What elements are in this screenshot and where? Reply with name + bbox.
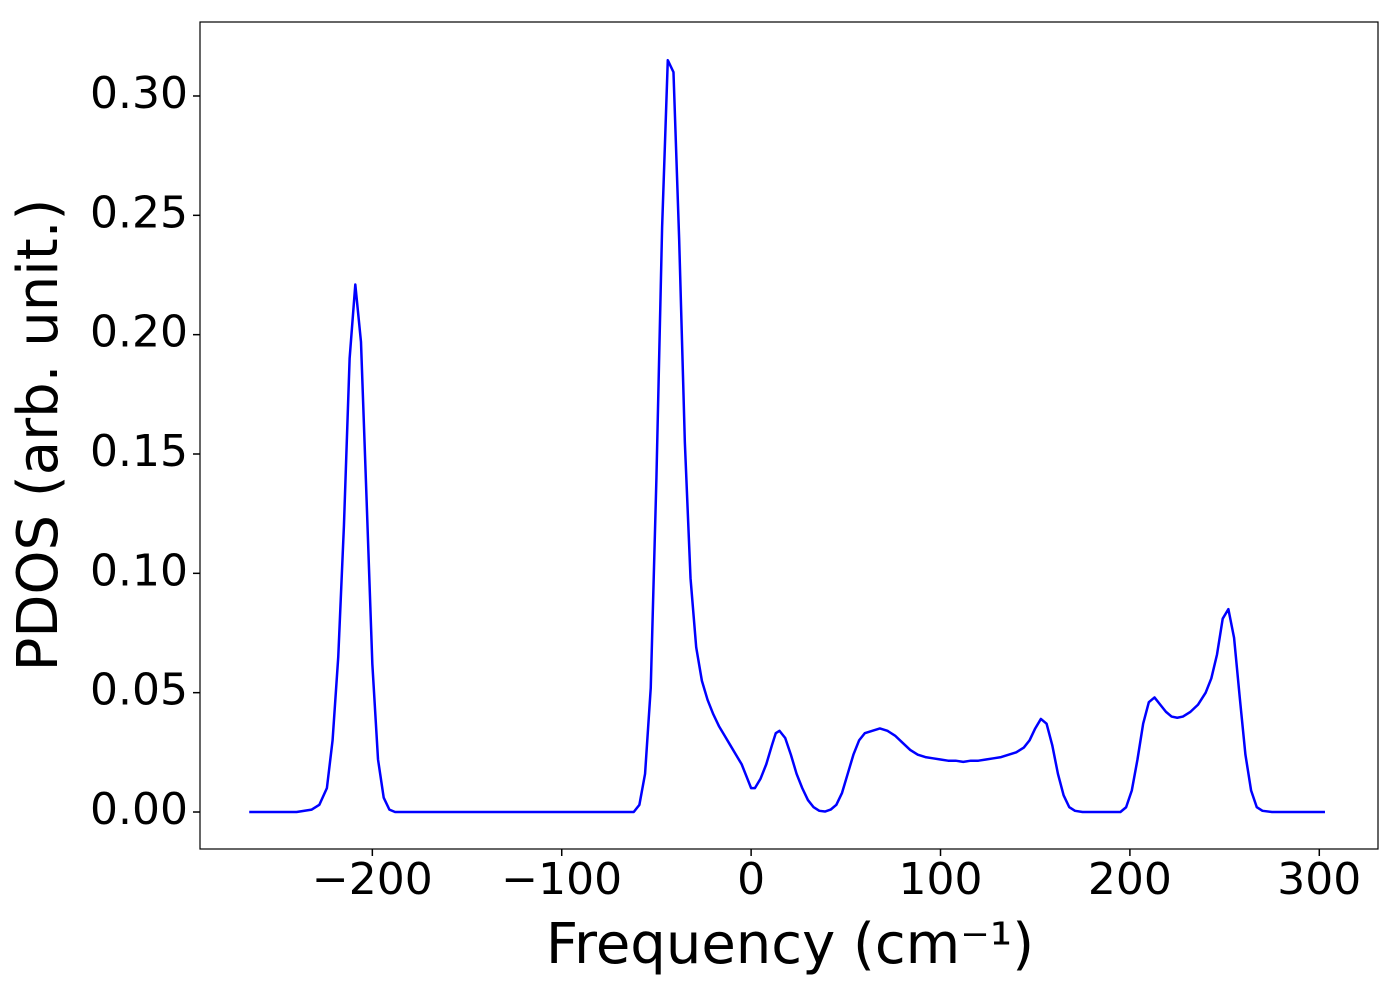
x-tick-label: 300 bbox=[1277, 854, 1361, 905]
y-axis-label: PDOS (arb. unit.) bbox=[6, 199, 71, 672]
x-axis-label: Frequency (cm⁻¹) bbox=[546, 912, 1034, 977]
line bbox=[249, 58, 1325, 814]
y-tick-label: 0.05 bbox=[90, 665, 188, 716]
x-tick-label: 200 bbox=[1088, 854, 1172, 905]
y-tick-label: 0.20 bbox=[90, 307, 188, 358]
x-tick-label: −200 bbox=[312, 854, 433, 905]
y-tick-label: 0.25 bbox=[90, 187, 188, 238]
y-tick-label: 0.30 bbox=[90, 68, 188, 119]
x-tick-label: 100 bbox=[899, 854, 983, 905]
y-tick-label: 0.00 bbox=[90, 784, 188, 835]
y-tick-label: 0.10 bbox=[90, 545, 188, 596]
x-tick-label: −100 bbox=[501, 854, 622, 905]
y-tick-label: 0.15 bbox=[90, 426, 188, 477]
x-tick-label: 0 bbox=[737, 854, 765, 905]
plot-frame bbox=[199, 21, 1379, 850]
